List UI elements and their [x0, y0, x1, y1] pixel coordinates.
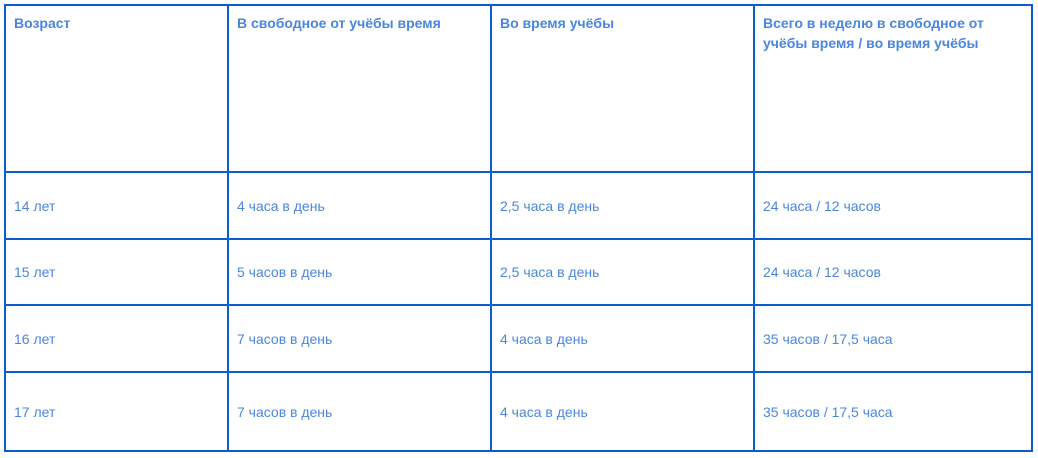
cell-weekly-total: 24 часа / 12 часов — [753, 171, 1033, 240]
cell-weekly-total: 24 часа / 12 часов — [753, 238, 1033, 306]
cell-free-time: 4 часа в день — [227, 171, 492, 240]
header-age: Возраст — [4, 4, 229, 173]
header-row: Возраст В свободное от учёбы время Во вр… — [4, 4, 1033, 173]
cell-free-time: 7 часов в день — [227, 371, 492, 452]
cell-age: 14 лет — [4, 171, 229, 240]
cell-weekly-total: 35 часов / 17,5 часа — [753, 371, 1033, 452]
table-row: 14 лет 4 часа в день 2,5 часа в день 24 … — [4, 171, 1033, 240]
table-row: 15 лет 5 часов в день 2,5 часа в день 24… — [4, 238, 1033, 306]
cell-free-time: 7 часов в день — [227, 304, 492, 373]
cell-study-time: 4 часа в день — [490, 304, 755, 373]
cell-weekly-total: 35 часов / 17,5 часа — [753, 304, 1033, 373]
cell-study-time: 2,5 часа в день — [490, 171, 755, 240]
header-study-time: Во время учёбы — [490, 4, 755, 173]
cell-age: 15 лет — [4, 238, 229, 306]
header-free-time: В свободное от учёбы время — [227, 4, 492, 173]
cell-age: 16 лет — [4, 304, 229, 373]
cell-study-time: 2,5 часа в день — [490, 238, 755, 306]
cell-study-time: 4 часа в день — [490, 371, 755, 452]
cell-age: 17 лет — [4, 371, 229, 452]
header-weekly-total: Всего в неделю в свободное от учёбы врем… — [753, 4, 1033, 173]
table-row: 16 лет 7 часов в день 4 часа в день 35 ч… — [4, 304, 1033, 373]
working-hours-table: Возраст В свободное от учёбы время Во вр… — [4, 4, 1033, 452]
table-row: 17 лет 7 часов в день 4 часа в день 35 ч… — [4, 371, 1033, 452]
cell-free-time: 5 часов в день — [227, 238, 492, 306]
